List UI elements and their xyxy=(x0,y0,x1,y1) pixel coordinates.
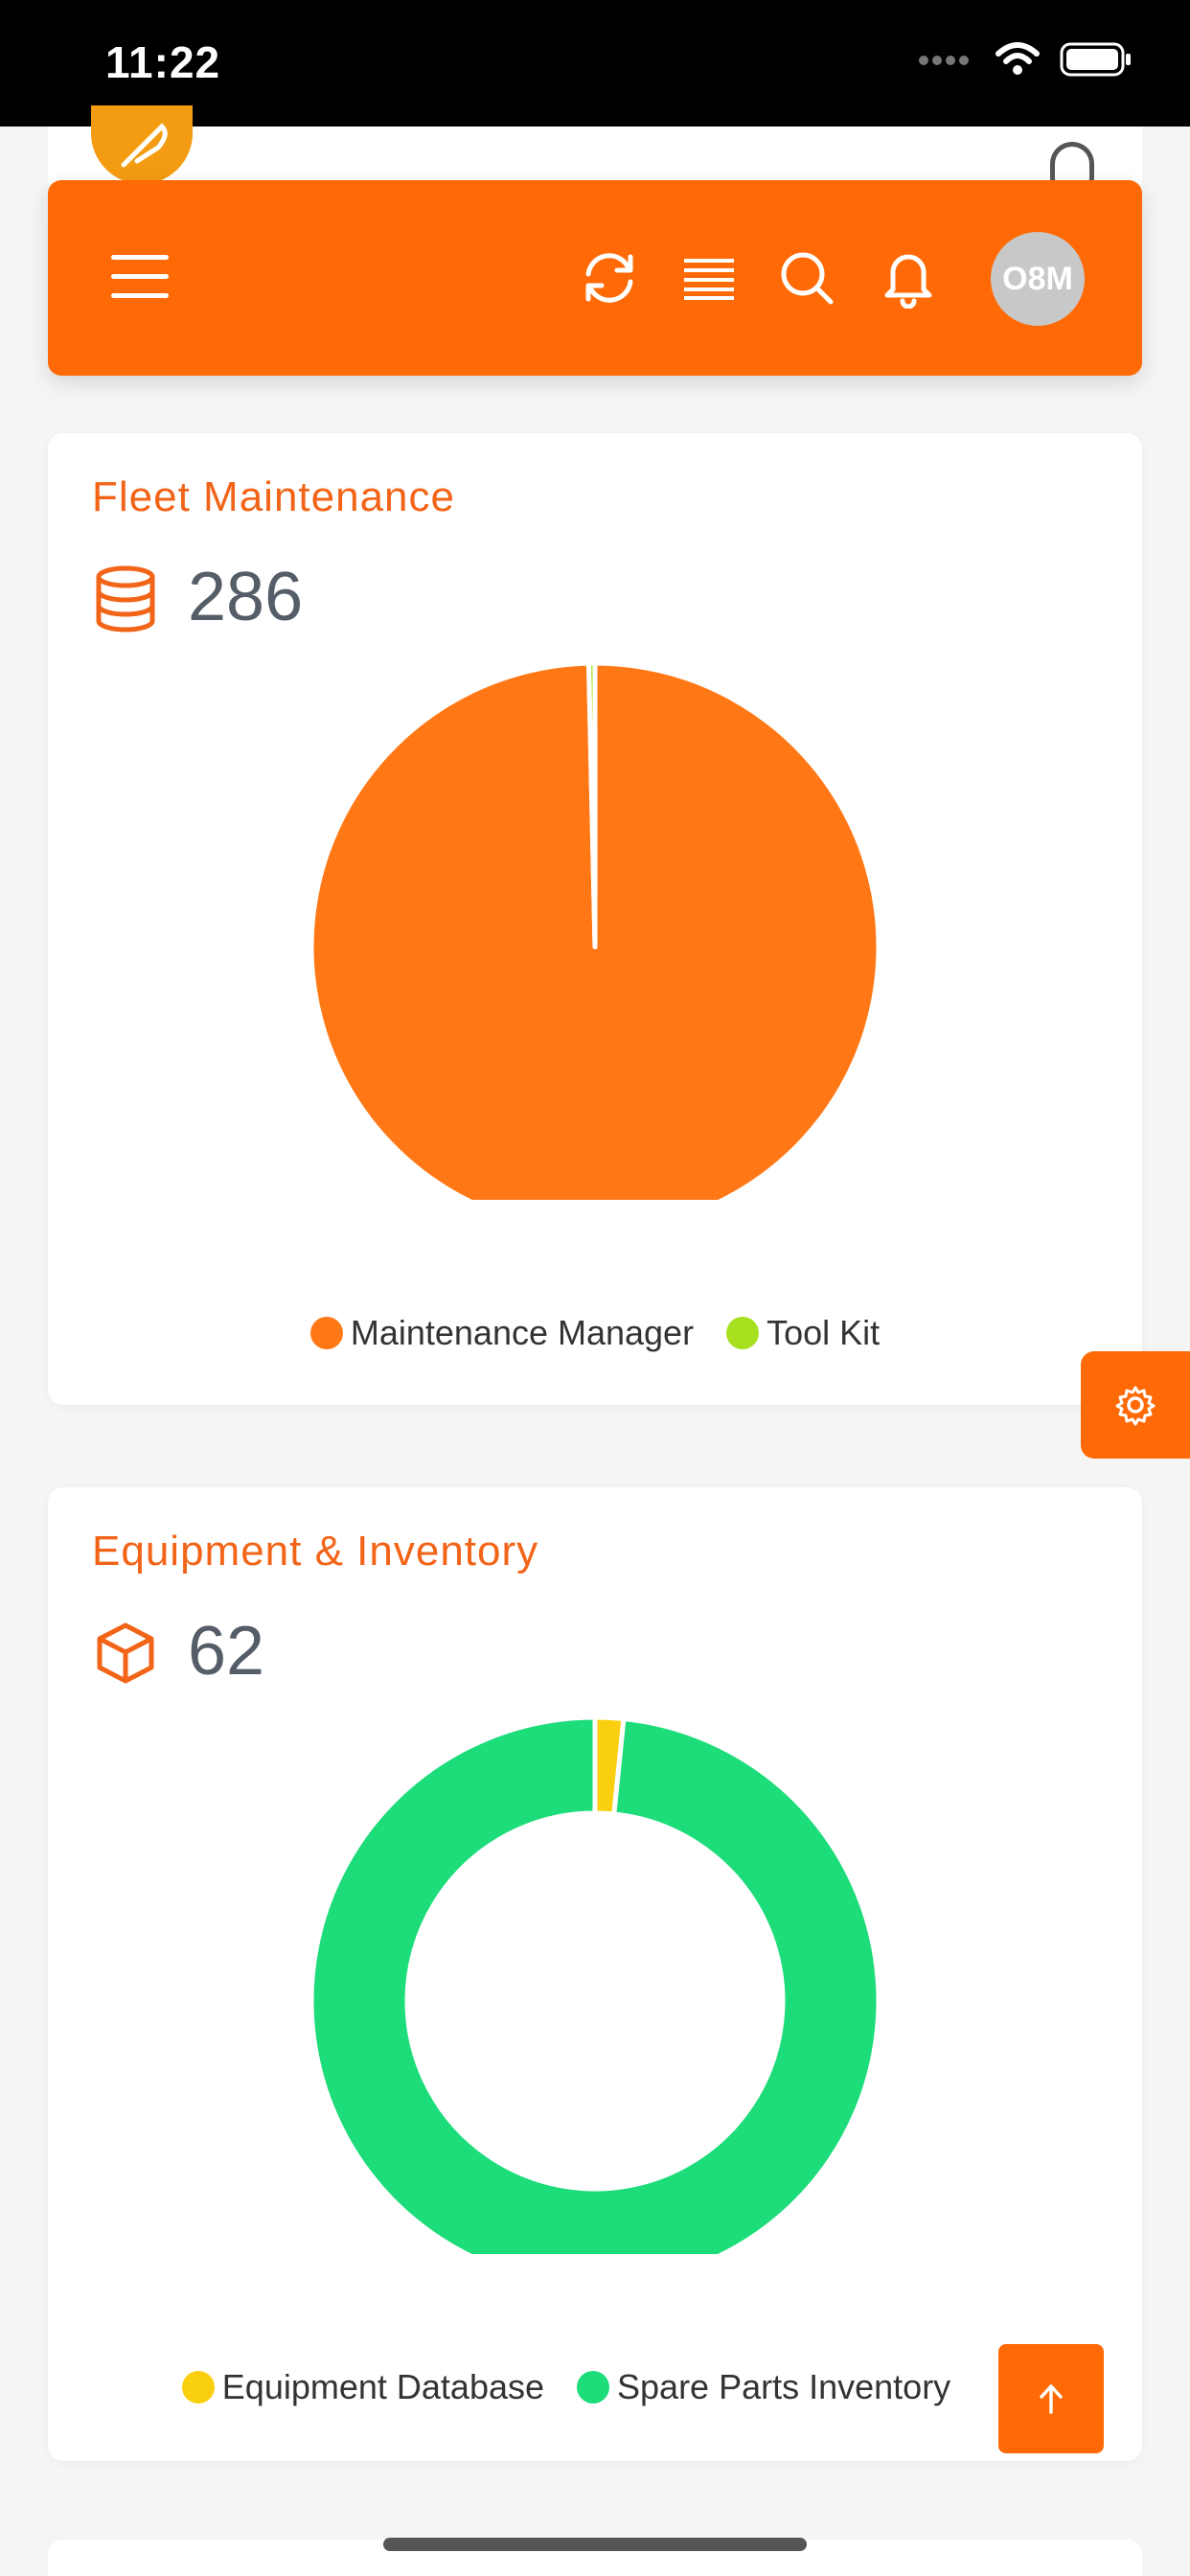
card-title: Equipment & Inventory xyxy=(92,1528,539,1575)
legend-dot xyxy=(726,1317,760,1349)
status-icons xyxy=(918,42,1133,77)
legend-item[interactable]: Equipment Database xyxy=(181,2367,545,2407)
settings-button[interactable] xyxy=(1081,1351,1190,1459)
donut-chart xyxy=(309,1717,881,2254)
wifi-icon xyxy=(995,42,1040,75)
chart-legend: Maintenance Manager Tool Kit xyxy=(48,1313,1142,1353)
status-bar: 11:22 xyxy=(0,0,1190,126)
home-indicator xyxy=(383,2538,807,2551)
fleet-maintenance-card: Fleet Maintenance 286 Maintenance Manage… xyxy=(48,433,1142,1405)
top-header: O8M xyxy=(48,180,1142,376)
legend-dot xyxy=(181,2371,215,2404)
slice-tool-kit[interactable] xyxy=(585,663,598,950)
legend-item[interactable]: Tool Kit xyxy=(726,1313,880,1353)
card-count: 62 xyxy=(188,1613,265,1690)
battery-icon xyxy=(1060,42,1131,77)
refresh-icon[interactable] xyxy=(579,247,640,309)
legend-item[interactable]: Spare Parts Inventory xyxy=(577,2367,950,2407)
arrow-up-icon xyxy=(1040,2384,1063,2414)
background-ring xyxy=(1050,142,1094,199)
legend-label: Equipment Database xyxy=(221,2367,545,2406)
bell-icon[interactable] xyxy=(878,247,939,309)
legend-item[interactable]: Maintenance Manager xyxy=(309,1313,695,1353)
status-time: 11:22 xyxy=(105,37,221,87)
scroll-top-button[interactable] xyxy=(998,2344,1104,2453)
chart-legend: Equipment Database Spare Parts Inventory xyxy=(19,2367,1113,2407)
pie-chart xyxy=(309,663,881,1200)
avatar[interactable]: O8M xyxy=(991,232,1085,326)
legend-label: Tool Kit xyxy=(767,1313,881,1352)
card-count: 286 xyxy=(188,559,304,635)
gear-icon xyxy=(1115,1386,1156,1426)
slice-maintenance-manager[interactable] xyxy=(309,663,881,1200)
list-icon[interactable] xyxy=(678,247,740,309)
equipment-inventory-card: Equipment & Inventory 62 Equipment Datab… xyxy=(48,1487,1142,2461)
slice-spare-parts-inventory[interactable] xyxy=(309,1717,881,2254)
menu-icon[interactable] xyxy=(111,255,169,301)
signal-icon xyxy=(919,56,969,65)
page-background-strip xyxy=(48,126,1142,184)
legend-label: Spare Parts Inventory xyxy=(617,2367,951,2406)
legend-dot xyxy=(577,2371,610,2404)
legend-dot xyxy=(309,1317,343,1349)
card-title: Fleet Maintenance xyxy=(92,473,455,520)
legend-label: Maintenance Manager xyxy=(350,1313,695,1352)
database-icon xyxy=(92,565,159,632)
logo-icon xyxy=(91,105,193,184)
box-icon xyxy=(92,1620,159,1687)
search-icon[interactable] xyxy=(776,247,837,309)
